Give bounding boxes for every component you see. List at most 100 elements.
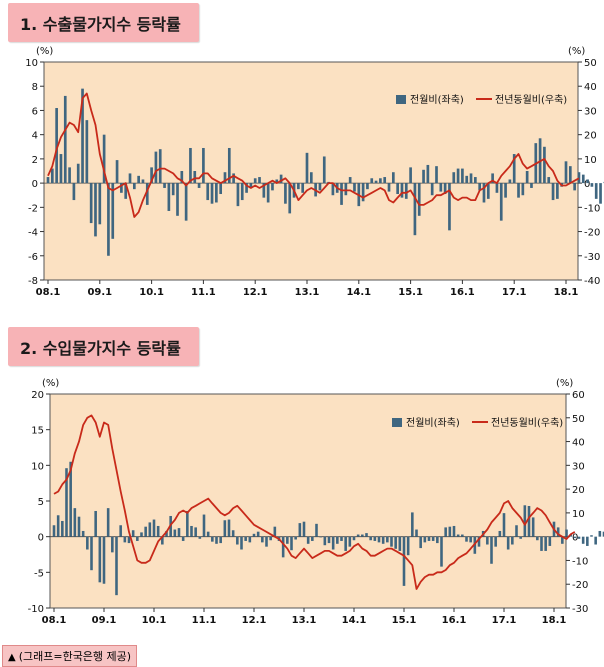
bar: [306, 153, 309, 183]
bar: [411, 512, 414, 536]
bar: [253, 534, 256, 537]
x-tick-label: 12.1: [242, 615, 267, 626]
bar: [599, 183, 602, 204]
left-tick-label: -10: [28, 604, 44, 615]
right-tick-label: 30: [584, 106, 597, 117]
bar: [503, 513, 506, 537]
bar: [319, 537, 322, 538]
bar: [556, 183, 559, 199]
bar: [383, 177, 386, 183]
legend-bar-label: 전월비(좌축): [410, 94, 464, 106]
bar: [415, 530, 418, 537]
right-tick-label: 10: [584, 155, 597, 166]
bar: [435, 166, 438, 183]
bar: [382, 537, 385, 544]
export-price-chart: 1086420-2-4-6-850403020100-10-20-30-40(%…: [0, 40, 604, 302]
bar: [457, 535, 460, 537]
bar: [432, 537, 435, 541]
bar: [370, 178, 373, 183]
bar: [219, 537, 222, 543]
bar: [362, 183, 365, 201]
bar: [219, 183, 222, 194]
bar: [453, 526, 456, 537]
bar: [353, 537, 356, 541]
import-price-chart: 20151050-5-106050403020100-10-20-30(%)(%…: [0, 368, 604, 630]
bar: [340, 183, 343, 205]
right-tick-label: 0: [572, 533, 578, 544]
x-tick-label: 15.1: [398, 287, 423, 298]
left-tick-label: -8: [28, 276, 38, 287]
left-tick-label: 10: [31, 461, 44, 472]
x-tick-label: 16.1: [450, 287, 475, 298]
legend-bar-label: 전월비(좌축): [406, 417, 460, 429]
bar: [90, 537, 93, 571]
right-tick-label: 10: [572, 509, 585, 520]
left-tick-label: -2: [28, 203, 38, 214]
bar: [530, 183, 533, 188]
bar: [344, 537, 347, 551]
x-tick-label: 12.1: [243, 287, 268, 298]
bar: [203, 515, 206, 537]
bar: [103, 537, 106, 584]
bar: [47, 177, 50, 183]
bar: [232, 173, 235, 183]
bar: [271, 183, 274, 190]
bar: [399, 537, 402, 551]
bar: [294, 537, 297, 540]
bar: [182, 537, 185, 541]
bar: [452, 172, 455, 183]
right-tick-label: 50: [572, 414, 585, 425]
x-tick-label: 10.1: [139, 287, 164, 298]
bar: [78, 517, 81, 537]
right-tick-label: 40: [572, 438, 585, 449]
bar: [142, 179, 145, 183]
bar: [194, 527, 197, 536]
bar: [207, 532, 210, 537]
bar: [474, 177, 477, 183]
bar: [284, 183, 287, 204]
bar: [140, 532, 143, 536]
left-tick-label: 5: [38, 497, 44, 508]
bar: [469, 537, 472, 543]
bar: [486, 537, 489, 545]
bar: [526, 171, 529, 183]
bar: [519, 537, 522, 539]
bar: [569, 166, 572, 183]
bar: [240, 537, 243, 550]
bar: [86, 537, 89, 550]
legend-line-label: 전년동월비(우축): [495, 94, 567, 106]
bar: [99, 537, 102, 583]
bar: [107, 183, 110, 256]
x-tick-label: 13.1: [295, 287, 320, 298]
bar: [198, 183, 201, 188]
bar: [68, 167, 71, 183]
source-caption: ▲(그래프=한국은행 제공): [2, 645, 137, 667]
left-tick-label: 10: [25, 58, 38, 69]
bar: [536, 537, 539, 541]
bar: [440, 537, 443, 567]
bar: [232, 530, 235, 536]
bar: [547, 177, 550, 183]
bar: [528, 506, 531, 537]
bar: [111, 183, 114, 239]
x-tick-label: 08.1: [36, 287, 61, 298]
bar: [375, 181, 378, 183]
bar: [265, 537, 268, 547]
bar: [574, 537, 577, 538]
bar: [517, 183, 520, 198]
bar: [311, 537, 314, 541]
bar: [186, 511, 189, 537]
bar: [64, 96, 67, 183]
left-tick-label: -5: [34, 568, 44, 579]
bar: [286, 537, 289, 544]
x-tick-label: 09.1: [87, 287, 112, 298]
bar: [494, 537, 497, 547]
bar: [319, 183, 322, 190]
bar: [366, 183, 369, 189]
bar: [124, 537, 127, 543]
bar: [461, 169, 464, 184]
bar: [552, 183, 555, 200]
bar: [211, 537, 214, 542]
bar: [136, 537, 139, 541]
bar: [153, 520, 156, 537]
